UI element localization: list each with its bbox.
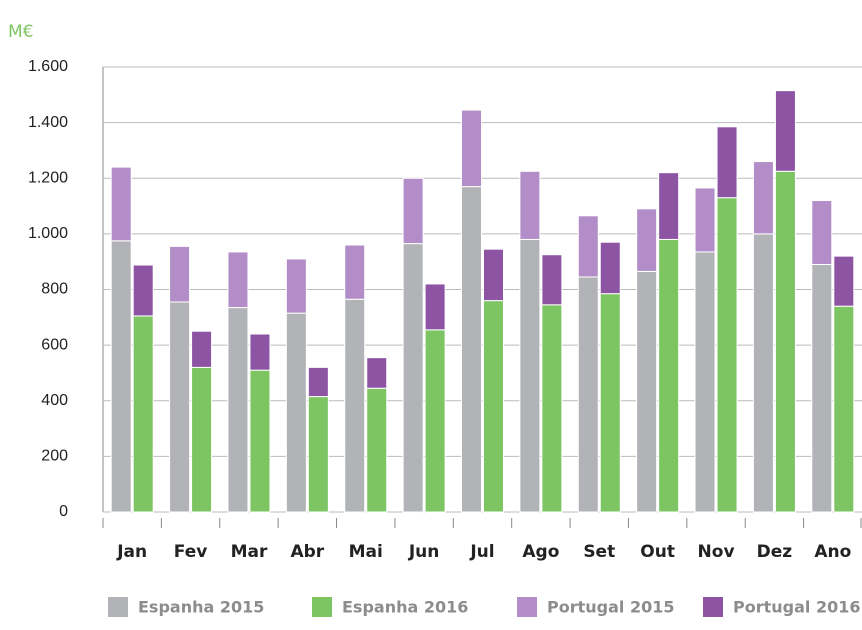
legend-swatch (312, 597, 332, 617)
bar-segment (774, 170, 796, 513)
bar-segment (774, 90, 796, 172)
bar-segment (402, 177, 424, 245)
bar-segment (191, 330, 213, 368)
bar-segment (191, 366, 213, 513)
y-tick-label: 200 (41, 448, 68, 465)
bar-segment (716, 197, 738, 513)
bar-segment (366, 387, 388, 513)
bar-segment (285, 258, 307, 314)
legend-swatch (703, 597, 723, 617)
x-tick-label: Mai (349, 542, 383, 562)
bar-segment (227, 307, 249, 513)
bar-segment (483, 248, 504, 302)
bar-segment (249, 333, 271, 371)
bar-segment (577, 215, 599, 278)
y-tick-label: 1.400 (28, 114, 68, 131)
legend-label: Portugal 2016 (733, 598, 860, 617)
x-tick-label: Ano (814, 542, 851, 562)
bar-segment (636, 270, 658, 513)
bar-segment (110, 166, 132, 242)
bar-segment (132, 315, 154, 513)
bar-segment (519, 170, 541, 240)
x-tick-label: Dez (757, 542, 793, 562)
bar-segment (169, 245, 191, 303)
bar-segment (344, 298, 366, 513)
legend-label: Espanha 2016 (342, 598, 468, 617)
x-tick-label: Fev (174, 542, 208, 562)
bar-segment (694, 187, 716, 253)
bar-segment (811, 200, 833, 265)
bar-segment (541, 304, 563, 513)
bar-segment (424, 329, 446, 513)
bar-segment (249, 369, 271, 513)
bar-segment (811, 263, 833, 513)
bar-segment (833, 305, 855, 513)
bar-segment (110, 240, 132, 513)
legend-swatch (517, 597, 537, 617)
x-tick-label: Jul (469, 542, 494, 562)
bar-segment (519, 238, 541, 513)
bar-segment (636, 208, 658, 272)
bar-segment (658, 172, 680, 240)
y-tick-label: 0 (59, 503, 68, 520)
x-tick-label: Out (640, 542, 675, 562)
x-tick-label: Ago (522, 542, 559, 562)
y-tick-label: 1.600 (28, 58, 68, 75)
bar-segment (132, 264, 154, 317)
legend-label: Portugal 2015 (547, 598, 674, 617)
y-tick-label: 400 (41, 392, 68, 409)
bar-segment (716, 126, 738, 199)
bar-segment (752, 233, 774, 513)
bar-segment (658, 238, 680, 513)
x-tick-label: Abr (290, 542, 324, 562)
bar-segment (752, 161, 774, 235)
bar-segment (599, 241, 621, 295)
x-tick-label: Nov (698, 542, 735, 562)
bar-segment (577, 276, 599, 513)
bar-segment (424, 283, 446, 331)
bar-segment (541, 254, 563, 306)
bar-segment (694, 251, 716, 513)
bar-segment (461, 109, 482, 188)
bar-segment (461, 186, 482, 513)
y-tick-label: 1.000 (28, 225, 68, 242)
bar-segment (285, 312, 307, 513)
x-tick-label: Jan (116, 542, 147, 562)
bar-segment (307, 396, 329, 513)
x-tick-label: Set (583, 542, 615, 562)
bar-segment (366, 357, 388, 389)
bar-segment (169, 301, 191, 513)
legend-swatch (108, 597, 128, 617)
bar-segment (833, 255, 855, 307)
bar-segment (599, 293, 621, 513)
y-tick-label: 800 (41, 281, 68, 298)
bar-segment (483, 300, 504, 513)
y-tick-label: 600 (41, 336, 68, 353)
legend-label: Espanha 2015 (138, 598, 264, 617)
y-tick-label: 1.200 (28, 169, 68, 186)
bar-segment (344, 244, 366, 300)
bar-segment (402, 243, 424, 513)
x-tick-label: Jun (408, 542, 440, 562)
bar-segment (307, 366, 329, 398)
bar-segment (227, 251, 249, 309)
unit-label: M€ (8, 22, 33, 42)
x-tick-label: Mar (231, 542, 268, 562)
